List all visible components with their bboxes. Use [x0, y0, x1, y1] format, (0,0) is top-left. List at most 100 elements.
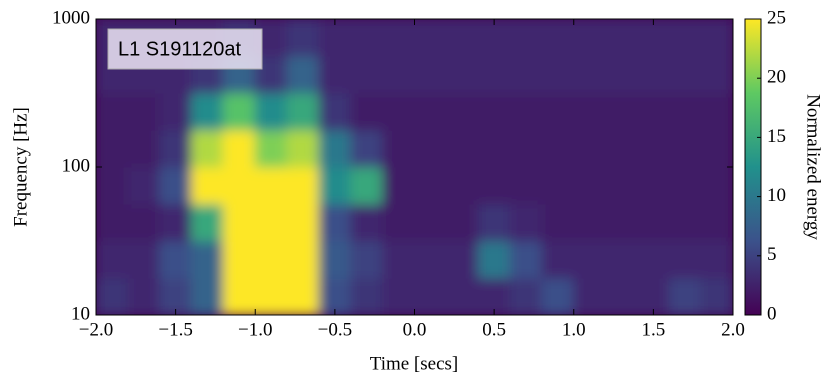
heatmap-cell: [605, 277, 638, 315]
heatmap-cell: [222, 203, 256, 242]
heatmap-cell: [414, 240, 447, 279]
heatmap-cell: [350, 19, 384, 57]
heatmap-cell: [286, 55, 320, 94]
heatmap-cell: [605, 166, 638, 205]
heatmap-cell: [127, 129, 161, 168]
heatmap-cell: [573, 92, 607, 131]
heatmap-cell: [254, 166, 288, 205]
heatmap-cell: [318, 166, 352, 205]
colorbar-tick-label: 25: [767, 7, 786, 28]
heatmap-cell: [573, 166, 607, 205]
heatmap-cell: [605, 19, 638, 57]
heatmap-cell: [96, 92, 129, 131]
heatmap-cell: [636, 19, 670, 57]
heatmap-cell: [350, 277, 384, 315]
colorbar-label: Normalized energy: [803, 94, 824, 240]
heatmap-cell: [668, 19, 702, 57]
heatmap-cell: [445, 92, 479, 131]
heatmap-cell: [159, 203, 193, 242]
heatmap-cell: [254, 129, 288, 168]
heatmap-cell: [127, 92, 161, 131]
heatmap-cell: [286, 92, 320, 131]
heatmap-cell: [96, 277, 129, 315]
heatmap-cell: [222, 92, 256, 131]
heatmap-cell: [509, 19, 543, 57]
heatmap-cell: [477, 55, 511, 94]
heatmap-cell: [445, 166, 479, 205]
heatmap-cell: [96, 129, 129, 168]
heatmap-cell: [254, 203, 288, 242]
heatmap-cell: [414, 129, 447, 168]
heatmap-cell: [191, 277, 224, 315]
x-axis-label: Time [secs]: [370, 353, 459, 374]
heatmap-cell: [445, 277, 479, 315]
heatmap-cell: [445, 240, 479, 279]
y-tick-label: 10: [71, 303, 90, 324]
heatmap-cell: [541, 55, 575, 94]
heatmap-cell: [573, 203, 607, 242]
heatmap-cell: [414, 277, 447, 315]
heatmap-cell: [382, 240, 415, 279]
heatmap-cell: [445, 129, 479, 168]
heatmap-cell: [477, 92, 511, 131]
annotation: L1 S191120at: [118, 38, 242, 60]
heatmap-cell: [318, 19, 352, 57]
heatmap-cell: [445, 55, 479, 94]
colorbar: [744, 18, 762, 316]
heatmap-cell: [541, 166, 575, 205]
heatmap-cell: [127, 203, 161, 242]
heatmap-cell: [286, 166, 320, 205]
heatmap-cell: [286, 277, 320, 315]
x-tick-label: −1.5: [158, 319, 192, 340]
heatmap-cell: [605, 55, 638, 94]
heatmap-cell: [636, 277, 670, 315]
heatmap-cell: [477, 166, 511, 205]
heatmap-cell: [509, 240, 543, 279]
heatmap: [96, 19, 733, 315]
heatmap-cell: [541, 92, 575, 131]
heatmap-cell: [222, 166, 256, 205]
heatmap-cell: [254, 92, 288, 131]
heatmap-cell: [350, 92, 384, 131]
heatmap-cell: [382, 92, 415, 131]
heatmap-cell: [573, 55, 607, 94]
heatmap-cell: [573, 19, 607, 57]
heatmap-cell: [254, 240, 288, 279]
heatmap-cell: [414, 55, 447, 94]
heatmap-cell: [477, 129, 511, 168]
heatmap-cell: [668, 55, 702, 94]
heatmap-cell: [636, 92, 670, 131]
heatmap-cell: [318, 55, 352, 94]
heatmap-cell: [318, 92, 352, 131]
heatmap-cell: [127, 277, 161, 315]
y-axis-label: Frequency [Hz]: [10, 107, 31, 227]
colorbar-tick-label: 20: [767, 67, 786, 88]
heatmap-cell: [191, 203, 224, 242]
heatmap-cell: [668, 203, 702, 242]
annotation-box: [107, 28, 263, 70]
heatmap-cell: [350, 166, 384, 205]
heatmap-cell: [573, 129, 607, 168]
heatmap-cell: [668, 92, 702, 131]
heatmap-cell: [159, 277, 193, 315]
heatmap-cell: [414, 166, 447, 205]
heatmap-cell: [700, 19, 733, 57]
heatmap-cell: [191, 129, 224, 168]
heatmap-cell: [605, 129, 638, 168]
colorbar-tick-label: 10: [767, 185, 786, 206]
heatmap-cell: [350, 129, 384, 168]
heatmap-cells: [96, 19, 733, 315]
x-tick-label: 0.5: [482, 319, 506, 340]
colorbar-tick-label: 15: [767, 126, 786, 147]
heatmap-cell: [414, 19, 447, 57]
heatmap-cell: [541, 19, 575, 57]
heatmap-cell: [159, 92, 193, 131]
heatmap-cell: [605, 240, 638, 279]
heatmap-cell: [477, 19, 511, 57]
heatmap-cell: [382, 55, 415, 94]
x-tick-label: 1.5: [642, 319, 666, 340]
heatmap-cell: [509, 203, 543, 242]
heatmap-cell: [700, 55, 733, 94]
heatmap-cell: [96, 240, 129, 279]
